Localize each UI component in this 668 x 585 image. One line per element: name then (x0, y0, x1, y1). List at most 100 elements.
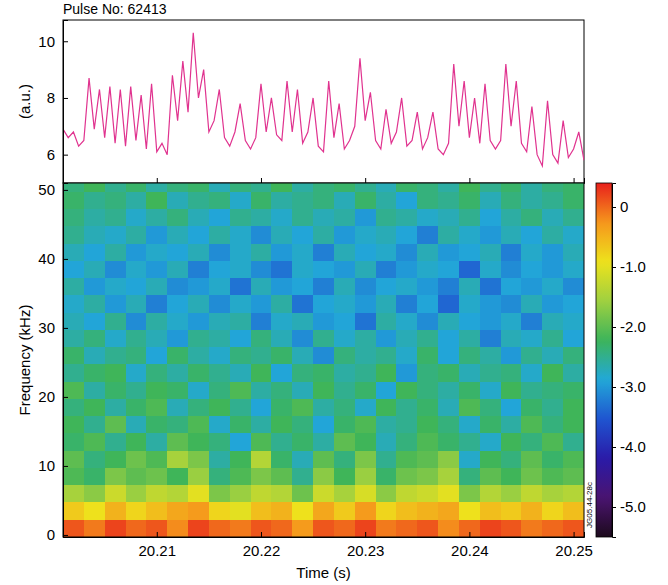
heat-cell (230, 520, 251, 537)
heat-cell (188, 347, 209, 364)
heat-cell (84, 485, 105, 502)
heat-cell (313, 330, 334, 347)
axis-line (64, 532, 585, 538)
heat-cell (188, 244, 209, 261)
axis-line (613, 184, 617, 538)
heat-cell (209, 347, 230, 364)
heat-cell (459, 226, 480, 243)
heat-cell (126, 520, 147, 537)
tick-mark (261, 178, 262, 183)
heat-cell (459, 451, 480, 468)
heat-cell (542, 313, 563, 330)
heat-cell (84, 183, 105, 192)
heat-cell (396, 520, 417, 537)
heat-cell (563, 502, 584, 519)
heat-cell (271, 295, 292, 312)
heat-cell (542, 468, 563, 485)
heat-cell (292, 520, 313, 537)
heat-cell (167, 226, 188, 243)
tick-mark (612, 507, 616, 508)
heat-cell (542, 451, 563, 468)
heat-cell (563, 520, 584, 537)
heat-cell (188, 261, 209, 278)
heat-cell (63, 451, 84, 468)
heat-cell (209, 330, 230, 347)
tick-mark (365, 532, 366, 537)
heat-cell (313, 416, 334, 433)
heat-cell (167, 416, 188, 433)
heat-cell (417, 278, 438, 295)
tick-mark (261, 532, 262, 537)
heat-cell (105, 382, 126, 399)
heat-cell (521, 261, 542, 278)
heat-cell (417, 364, 438, 381)
heat-cell (84, 313, 105, 330)
tick-label: 0 (47, 526, 55, 543)
heat-cell (334, 468, 355, 485)
heat-cell (146, 313, 167, 330)
heat-cell (501, 209, 522, 226)
heat-cell (542, 209, 563, 226)
heat-cell (188, 382, 209, 399)
heat-cell (480, 347, 501, 364)
heat-cell (230, 278, 251, 295)
tick: -2.0 (612, 318, 646, 335)
heat-cell (417, 209, 438, 226)
heat-cell (355, 382, 376, 399)
heat-cell (251, 451, 272, 468)
heat-cell (146, 451, 167, 468)
heat-cell (292, 347, 313, 364)
tick-mark (574, 178, 575, 183)
heat-cell (167, 433, 188, 450)
heat-cell (501, 261, 522, 278)
tick: 20.25 (555, 532, 593, 559)
tick-label: -5.0 (620, 498, 646, 515)
tick-mark (157, 178, 158, 183)
tick-label: -2.0 (620, 318, 646, 335)
heat-cell (459, 192, 480, 209)
heat-cell (438, 278, 459, 295)
heat-cell (167, 382, 188, 399)
tick-label: -1.0 (620, 258, 646, 275)
heat-cell (355, 451, 376, 468)
heat-cell (209, 451, 230, 468)
tick: 10 (38, 457, 68, 474)
tick: 30 (38, 319, 68, 336)
heat-cell (438, 244, 459, 261)
heat-cell (105, 485, 126, 502)
heat-cell (167, 520, 188, 537)
heat-cell (292, 382, 313, 399)
heat-cell (146, 209, 167, 226)
heat-cell (209, 209, 230, 226)
heat-cell (84, 399, 105, 416)
heat-cell (376, 468, 397, 485)
heat-cell (521, 313, 542, 330)
heat-cell (63, 226, 84, 243)
heat-cell (313, 433, 334, 450)
heat-cell (292, 295, 313, 312)
heat-cell (167, 209, 188, 226)
heat-cell (126, 502, 147, 519)
heat-cell (146, 244, 167, 261)
heat-cell (126, 209, 147, 226)
heat-cell (84, 295, 105, 312)
heat-cell (501, 347, 522, 364)
heat-cell (563, 485, 584, 502)
heat-cell (542, 347, 563, 364)
tick-label: 10 (38, 457, 55, 474)
heat-cell (334, 278, 355, 295)
heat-cell (459, 520, 480, 537)
heat-cell (63, 399, 84, 416)
heat-cell (63, 382, 84, 399)
heat-cell (501, 244, 522, 261)
tick-mark (469, 532, 470, 537)
heat-cell (438, 502, 459, 519)
heat-cell (105, 261, 126, 278)
tick-label: 20.22 (243, 542, 281, 559)
heat-cell (396, 261, 417, 278)
heat-cell (459, 261, 480, 278)
heat-cell (230, 183, 251, 192)
heat-cell (334, 399, 355, 416)
heat-cell (63, 485, 84, 502)
heat-cell (63, 261, 84, 278)
